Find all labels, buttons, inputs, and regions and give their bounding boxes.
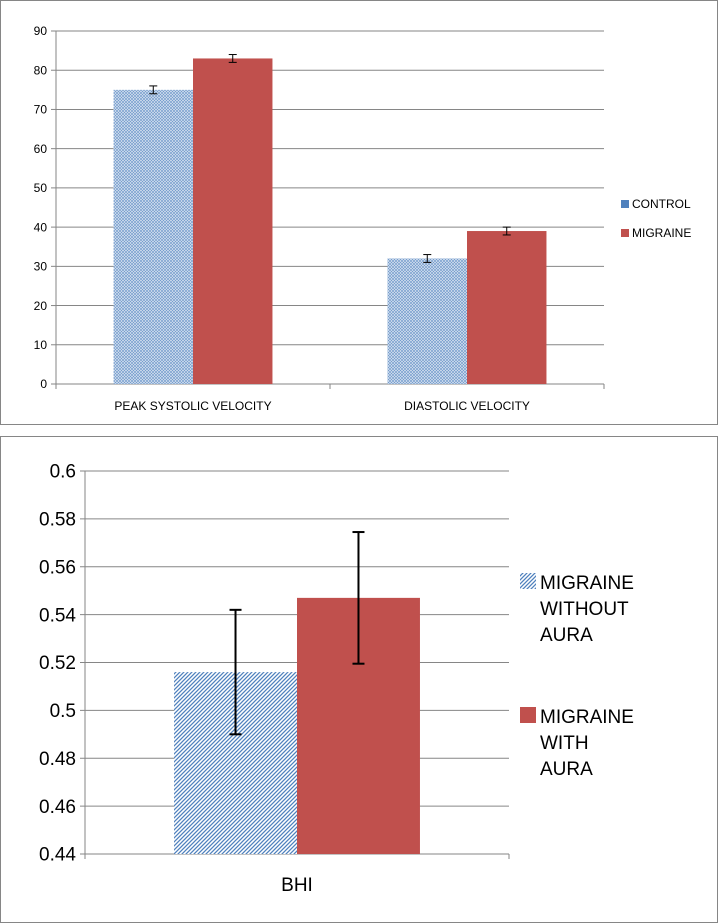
legend-label-line: AURA (540, 625, 593, 646)
legend-label-migraine: MIGRAINE (632, 226, 691, 240)
bar-migraine-diastolic-velocity (467, 231, 547, 384)
bar-migraine-peak-systolic-velocity (193, 58, 273, 384)
chart-frame (0, 0, 718, 425)
x-category-label-bhi: BHI (281, 875, 313, 896)
y-tick-label: 0.5 (50, 701, 76, 722)
legend-label-migraine-without-aura: MIGRAINE WITHOUT AURA (540, 573, 634, 646)
bar-control-diastolic-velocity (387, 258, 467, 384)
legend-label-control: CONTROL (632, 197, 691, 211)
y-tick-label: 90 (34, 24, 48, 38)
legend-label-migraine-with-aura: MIGRAINE WITH AURA (540, 707, 634, 780)
legend-label-line: MIGRAINE (540, 707, 634, 728)
chart-svg: 0.44 0.46 0.48 0.5 0.52 0.54 0.56 0.58 0.6 BHI MIG… (0, 436, 718, 923)
y-tick-label: 0.52 (39, 653, 76, 674)
x-category-label-peak-systolic-velocity: PEAK SYSTOLIC VELOCITY (114, 399, 271, 413)
y-tick-label: 0.58 (39, 510, 76, 531)
y-tick-label: 70 (34, 103, 48, 117)
y-tick-label: 10 (34, 338, 48, 352)
legend-label-line: WITHOUT (540, 599, 629, 620)
y-tick-label: 50 (34, 181, 48, 195)
legend-swatch-migraine-without-aura (520, 573, 536, 589)
y-tick-label: 40 (34, 220, 48, 234)
y-tick-label: 0.56 (39, 557, 76, 578)
y-tick-label: 60 (34, 142, 48, 156)
x-category-label-diastolic-velocity: DIASTOLIC VELOCITY (404, 399, 530, 413)
y-tick-label: 80 (34, 63, 48, 77)
y-tick-label: 0.48 (39, 749, 76, 770)
y-tick-label: 0 (40, 377, 47, 391)
velocity-chart: 0 10 20 30 40 50 60 70 80 90 PEAK SYSTOLIC VELOCIT… (0, 0, 718, 425)
legend-swatch-control (621, 200, 629, 208)
y-tick-label: 20 (34, 299, 48, 313)
y-tick-label: 0.46 (39, 797, 76, 818)
legend-swatch-migraine-with-aura (520, 707, 536, 723)
y-tick-label: 0.44 (39, 845, 76, 866)
y-tick-label: 0.54 (39, 605, 76, 626)
legend-swatch-migraine (621, 229, 629, 237)
bhi-chart: 0.44 0.46 0.48 0.5 0.52 0.54 0.56 0.58 0.6 BHI MIG… (0, 436, 718, 923)
y-tick-label: 0.6 (50, 462, 76, 483)
chart-svg: 0 10 20 30 40 50 60 70 80 90 PEAK SYSTOLIC VELOCIT… (0, 0, 718, 425)
legend-label-line: WITH (540, 733, 589, 754)
y-tick-label: 30 (34, 260, 48, 274)
legend-label-line: MIGRAINE (540, 573, 634, 594)
bar-control-peak-systolic-velocity (113, 89, 193, 384)
legend-label-line: AURA (540, 759, 593, 780)
